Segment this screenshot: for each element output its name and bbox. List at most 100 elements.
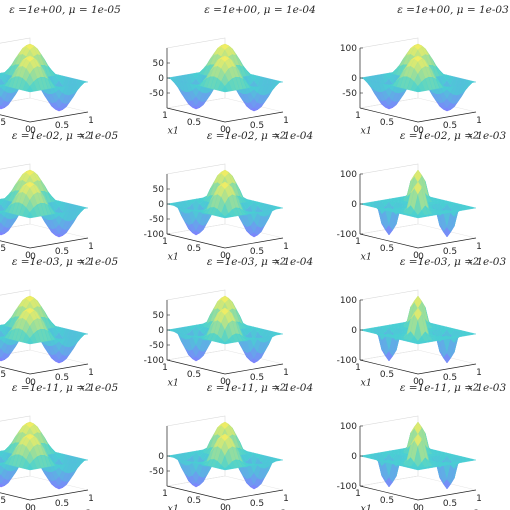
x2-axis	[224, 363, 284, 375]
x2-tick-label: 0.5	[250, 247, 264, 257]
x2-axis	[417, 363, 477, 375]
x2-tick-label: 0	[418, 378, 424, 388]
x2-tick-label: 0	[225, 378, 231, 388]
x1-tick-label: 1	[162, 237, 168, 247]
x1-tick-label: 0.5	[187, 244, 201, 254]
z-tick-label: 100	[340, 170, 357, 180]
surface-patch	[80, 332, 89, 339]
x2-axis	[29, 237, 89, 249]
x1-tick-label: 0	[220, 503, 226, 510]
surface-patch	[80, 80, 89, 87]
x1-label: x1	[361, 252, 372, 263]
x2-label: x2	[275, 509, 286, 510]
panel-title: ε =1e-03, μ = 1e-04	[207, 256, 313, 268]
x2-axis	[417, 237, 477, 249]
x1-axis	[359, 107, 419, 123]
x2-label: x2	[80, 383, 91, 394]
x1-tick-label: 1	[162, 363, 168, 373]
x1-axis	[166, 485, 226, 501]
x2-tick-label: 0.5	[55, 247, 69, 257]
x1-tick-label: 0.5	[0, 496, 6, 506]
z-tick-label: 0	[351, 74, 357, 84]
x2-tick-label: 0.5	[443, 499, 457, 509]
x1-tick-label: 0	[413, 125, 419, 135]
x2-axis	[417, 111, 477, 123]
panel-4: ε =1e-02, μ = 1e-051000-10010.5000.51x1x…	[0, 130, 118, 268]
x1-label: x1	[361, 378, 372, 389]
x2-tick-label: 1	[283, 368, 289, 378]
x2-label: x2	[468, 257, 479, 268]
z-tick-label: 100	[340, 422, 357, 432]
x1-tick-label: 0	[25, 251, 31, 261]
x1-axis	[166, 233, 226, 249]
x2-tick-label: 1	[283, 242, 289, 252]
x2-tick-label: 1	[283, 116, 289, 126]
x1-axis	[0, 240, 31, 249]
panel-title: ε =1e-02, μ = 1e-05	[12, 130, 119, 142]
x2-label: x2	[468, 383, 479, 394]
z-tick-label: 100	[340, 44, 357, 54]
x1-tick-label: 0.5	[380, 118, 394, 128]
x2-label: x2	[80, 509, 91, 510]
floor	[0, 97, 89, 123]
x1-tick-label: 1	[355, 489, 361, 499]
surface-patch	[275, 206, 284, 209]
surface-patch	[80, 458, 89, 465]
x2-tick-label: 0.5	[443, 373, 457, 383]
surface-patch	[468, 458, 477, 461]
x2-axis	[224, 489, 284, 501]
x1-tick-label: 0	[413, 251, 419, 261]
x1-axis	[0, 114, 31, 123]
x2-tick-label: 0.5	[250, 499, 264, 509]
x1-axis	[359, 485, 419, 501]
x2-tick-label: 1	[476, 242, 482, 252]
x2-tick-label: 0.5	[443, 247, 457, 257]
panel-title: ε =1e-03, μ = 1e-03	[400, 256, 507, 268]
surface-patch	[80, 206, 89, 213]
x1-tick-label: 0.5	[187, 496, 201, 506]
x1-tick-label: 1	[355, 237, 361, 247]
x2-tick-label: 1	[88, 368, 94, 378]
floor	[0, 349, 89, 375]
x2-tick-label: 0.5	[55, 499, 69, 509]
x1-label: x1	[168, 252, 179, 263]
x1-tick-label: 0	[25, 125, 31, 135]
x1-axis	[0, 492, 31, 501]
z-tick-label: -100	[337, 356, 358, 366]
x1-tick-label: 0.5	[380, 370, 394, 380]
x1-tick-label: 1	[355, 111, 361, 121]
z-tick-label: -100	[337, 482, 358, 492]
z-tick-label: 0	[351, 200, 357, 210]
x1-tick-label: 0	[413, 503, 419, 510]
panel-1: ε =1e+00, μ = 1e-051000-10010.5000.51x1x…	[0, 4, 121, 142]
x1-tick-label: 0.5	[380, 244, 394, 254]
z-tick-label: -50	[149, 215, 164, 225]
x1-axis	[0, 366, 31, 375]
floor	[0, 475, 89, 501]
x2-label: x2	[468, 131, 479, 142]
z-tick-label: 0	[158, 200, 164, 210]
x2-tick-label: 0	[418, 504, 424, 510]
x2-label: x2	[275, 257, 286, 268]
x1-tick-label: 0	[25, 377, 31, 387]
x2-tick-label: 1	[283, 494, 289, 504]
x1-label: x1	[168, 504, 179, 510]
z-tick-label: -50	[149, 341, 164, 351]
x2-tick-label: 0.5	[250, 373, 264, 383]
x1-tick-label: 0	[220, 251, 226, 261]
z-tick-label: -100	[144, 356, 165, 366]
x2-axis	[417, 489, 477, 501]
x1-tick-label: 0	[220, 377, 226, 387]
x2-tick-label: 1	[476, 368, 482, 378]
z-tick-label: 50	[153, 311, 165, 321]
surface-patch	[275, 332, 284, 335]
x2-tick-label: 0.5	[250, 121, 264, 131]
z-tick-label: -100	[144, 230, 165, 240]
x2-tick-label: 0	[225, 252, 231, 262]
x1-tick-label: 0.5	[380, 496, 394, 506]
